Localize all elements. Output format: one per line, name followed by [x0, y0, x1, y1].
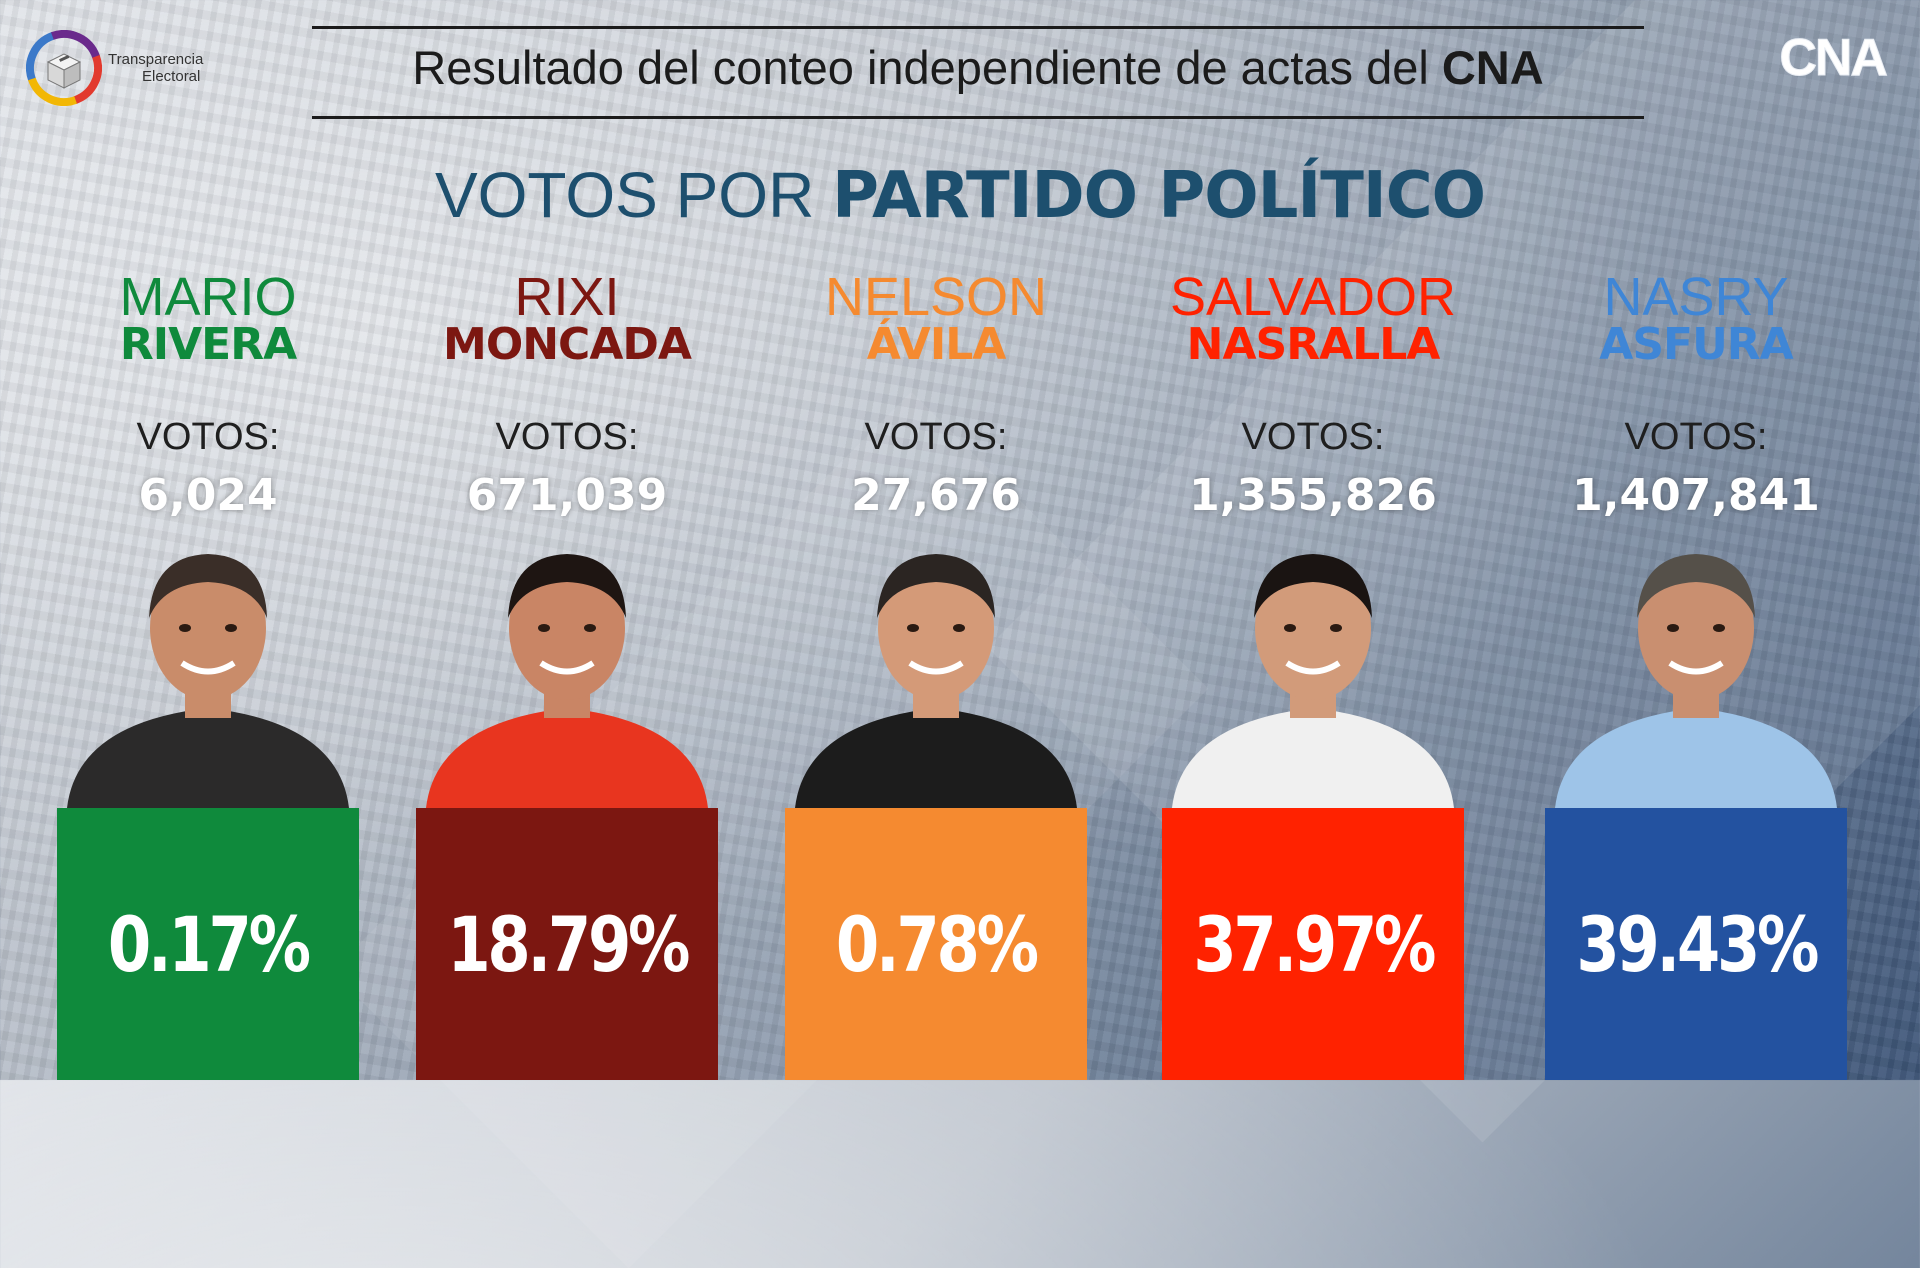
- candidate-photo: [1162, 548, 1464, 808]
- candidate-last-name: NASRALLA: [1186, 319, 1441, 370]
- subtitle-bold: PARTIDO POLÍTICO: [832, 159, 1486, 233]
- percent-value: 39.43%: [1576, 899, 1819, 989]
- ballot-box-icon: [26, 30, 102, 106]
- candidate-column: RIXI MONCADA VOTOS: 671,039 18.79%: [416, 0, 718, 1080]
- percent-value: 18.79%: [447, 899, 690, 989]
- title-rule-top: [312, 26, 1644, 29]
- candidate-first-name: SALVADOR: [1169, 267, 1457, 327]
- candidate-column: MARIO RIVERA VOTOS: 6,024 0.17%: [57, 0, 359, 1080]
- logo-line1: Transparencia: [108, 51, 204, 68]
- page-title: Resultado del conteo independiente de ac…: [312, 40, 1644, 95]
- votes-label: VOTOS:: [136, 416, 280, 458]
- person-portrait-icon: [426, 554, 708, 808]
- candidate-last-name: MONCADA: [443, 319, 692, 370]
- percent-bar: 37.97%: [1162, 808, 1464, 1080]
- chart-subtitle: VOTOS POR PARTIDO POLÍTICO: [0, 158, 1920, 233]
- candidate-photo: [1545, 548, 1847, 808]
- logo-text: Transparencia Electoral: [108, 51, 203, 85]
- candidate-first-name: RIXI: [514, 267, 620, 327]
- candidate-column: NASRY ASFURA VOTOS: 1,407,841 39.43%: [1545, 0, 1847, 1080]
- title-rule-bottom: [312, 116, 1644, 119]
- cna-logo: CNA: [1779, 29, 1889, 88]
- votes-label: VOTOS:: [1624, 416, 1768, 458]
- subtitle-light: VOTOS POR: [434, 159, 833, 231]
- votes-value: 1,355,826: [1189, 470, 1437, 521]
- logo-line2: Electoral: [142, 68, 201, 85]
- percent-value: 0.17%: [108, 899, 311, 989]
- person-portrait-icon: [1172, 554, 1454, 808]
- candidate-last-name: RIVERA: [119, 319, 297, 370]
- candidate-photo: [785, 548, 1087, 808]
- person-portrait-icon: [795, 554, 1077, 808]
- votes-value: 1,407,841: [1572, 470, 1820, 521]
- transparencia-electoral-logo: Transparencia Electoral: [26, 30, 203, 106]
- candidate-last-name: ASFURA: [1599, 319, 1793, 370]
- percent-value: 37.97%: [1193, 899, 1436, 989]
- percent-bar: 39.43%: [1545, 808, 1847, 1080]
- candidate-photo: [57, 548, 359, 808]
- title-text: Resultado del conteo independiente de ac…: [412, 41, 1442, 94]
- person-portrait-icon: [1555, 554, 1837, 808]
- title-bold: CNA: [1441, 41, 1544, 94]
- votes-label: VOTOS:: [864, 416, 1008, 458]
- person-portrait-icon: [67, 554, 349, 808]
- percent-bar: 0.17%: [57, 808, 359, 1080]
- votes-value: 6,024: [138, 470, 278, 521]
- percent-bar: 18.79%: [416, 808, 718, 1080]
- candidate-first-name: NASRY: [1603, 267, 1789, 327]
- candidate-column: NELSON ÁVILA VOTOS: 27,676 0.78%: [785, 0, 1087, 1080]
- votes-value: 671,039: [466, 470, 668, 521]
- candidate-last-name: ÁVILA: [866, 319, 1007, 370]
- votes-label: VOTOS:: [1241, 416, 1385, 458]
- candidate-first-name: MARIO: [119, 267, 297, 327]
- votes-value: 27,676: [851, 470, 1021, 521]
- percent-bar: 0.78%: [785, 808, 1087, 1080]
- votes-label: VOTOS:: [495, 416, 639, 458]
- candidate-column: SALVADOR NASRALLA VOTOS: 1,355,826 37.97%: [1162, 0, 1464, 1080]
- candidate-photo: [416, 548, 718, 808]
- candidate-first-name: NELSON: [824, 267, 1048, 327]
- percent-value: 0.78%: [836, 899, 1039, 989]
